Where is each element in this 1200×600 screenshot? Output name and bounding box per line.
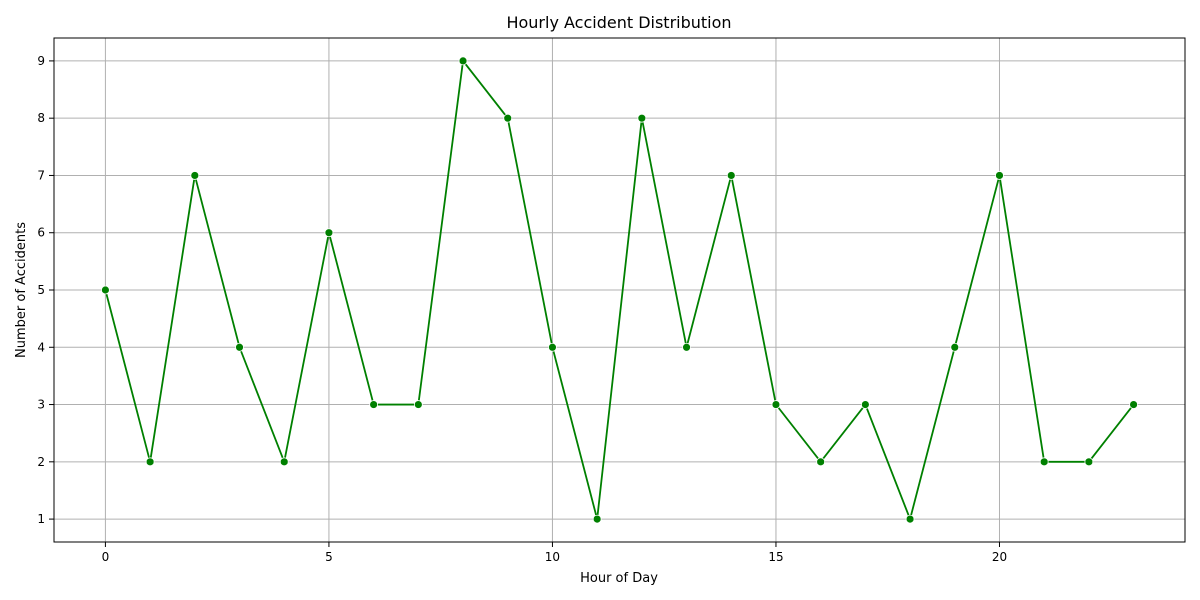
data-point — [1039, 457, 1049, 467]
data-point — [1129, 400, 1138, 409]
data-point — [771, 400, 781, 409]
plot-frame — [53, 37, 1186, 543]
series-group — [101, 56, 1138, 524]
axis-ticks: 0 5 10 15 20 1 2 3 4 5 6 7 8 9 — [37, 54, 1007, 564]
x-tick-label: 5 — [325, 550, 333, 564]
data-point — [1084, 457, 1094, 467]
data-point — [503, 113, 513, 123]
data-point — [682, 342, 691, 352]
x-axis-label: Hour of Day — [580, 571, 658, 586]
y-tick-label: 2 — [37, 455, 45, 469]
x-tick-label: 10 — [545, 550, 560, 564]
data-point — [860, 400, 870, 409]
x-tick-label: 15 — [768, 550, 783, 564]
data-point — [548, 342, 557, 352]
y-tick-label: 5 — [37, 283, 45, 297]
data-point — [458, 56, 468, 66]
data-point — [726, 171, 736, 180]
data-point — [190, 171, 200, 180]
data-point — [145, 457, 155, 467]
y-tick-label: 6 — [37, 226, 45, 240]
data-point — [369, 400, 379, 409]
y-tick-label: 3 — [37, 398, 45, 412]
y-tick-label: 4 — [37, 340, 45, 354]
data-point — [235, 342, 244, 352]
data-point — [816, 457, 826, 467]
grid-lines — [54, 38, 1185, 542]
data-point — [637, 113, 647, 123]
data-point — [950, 342, 960, 352]
data-point — [101, 285, 110, 295]
data-point — [324, 228, 334, 238]
y-tick-label: 9 — [37, 54, 45, 68]
series-line — [104, 58, 1135, 523]
data-point — [413, 400, 423, 409]
data-point — [995, 171, 1004, 180]
chart-title: Hourly Accident Distribution — [506, 13, 731, 32]
y-tick-label: 1 — [37, 512, 45, 526]
x-tick-label: 0 — [102, 550, 110, 564]
y-tick-label: 7 — [37, 168, 45, 182]
x-tick-label: 20 — [992, 550, 1007, 564]
data-point — [905, 514, 915, 524]
data-point — [592, 514, 602, 524]
y-axis-label: Number of Accidents — [14, 222, 29, 358]
data-point — [279, 457, 289, 467]
y-tick-label: 8 — [37, 111, 45, 125]
